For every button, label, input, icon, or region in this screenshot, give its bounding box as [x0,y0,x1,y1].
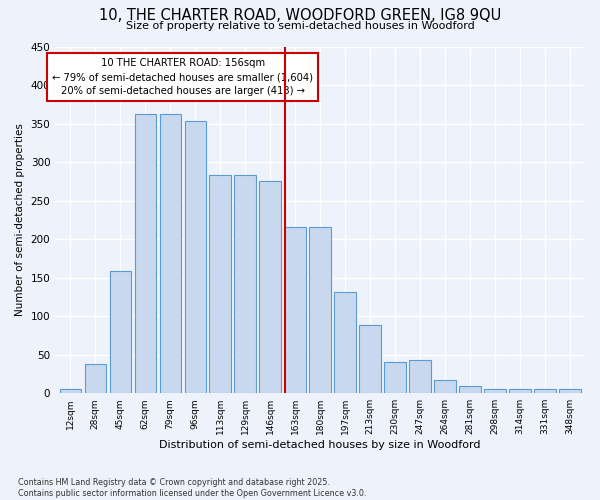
Bar [434,380,455,393]
Bar [134,114,156,393]
Bar [509,388,530,393]
Bar [85,364,106,393]
Bar [310,227,331,393]
Bar [160,114,181,393]
Text: 10, THE CHARTER ROAD, WOODFORD GREEN, IG8 9QU: 10, THE CHARTER ROAD, WOODFORD GREEN, IG… [99,8,501,22]
Bar [460,386,481,393]
Bar [334,292,356,393]
Text: Size of property relative to semi-detached houses in Woodford: Size of property relative to semi-detach… [125,21,475,31]
Bar [110,270,131,393]
Bar [359,326,380,393]
Bar [535,390,556,393]
X-axis label: Distribution of semi-detached houses by size in Woodford: Distribution of semi-detached houses by … [160,440,481,450]
Text: Contains HM Land Registry data © Crown copyright and database right 2025.
Contai: Contains HM Land Registry data © Crown c… [18,478,367,498]
Bar [259,182,281,393]
Bar [484,388,506,393]
Bar [235,175,256,393]
Bar [385,362,406,393]
Bar [284,227,306,393]
Y-axis label: Number of semi-detached properties: Number of semi-detached properties [15,124,25,316]
Text: 10 THE CHARTER ROAD: 156sqm
← 79% of semi-detached houses are smaller (1,604)
20: 10 THE CHARTER ROAD: 156sqm ← 79% of sem… [52,58,313,96]
Bar [59,388,81,393]
Bar [559,390,581,393]
Bar [409,360,431,393]
Bar [185,121,206,393]
Bar [209,175,231,393]
